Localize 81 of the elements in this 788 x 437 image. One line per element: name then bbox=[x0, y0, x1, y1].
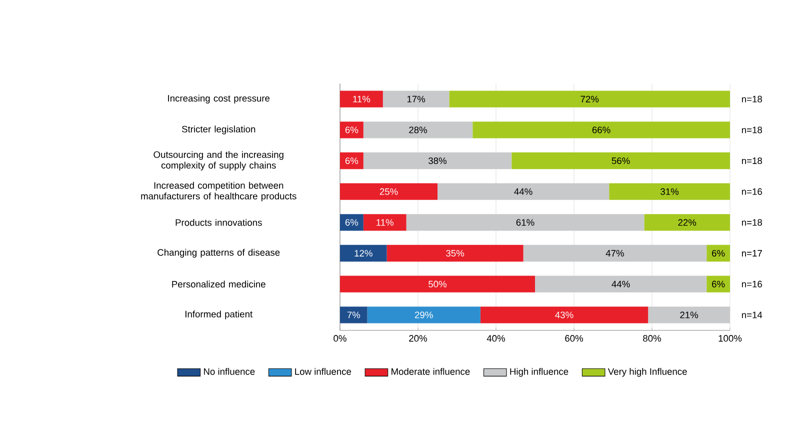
bar bbox=[480, 306, 648, 324]
legend-label: Very high Influence bbox=[608, 368, 687, 377]
bar bbox=[340, 214, 364, 231]
bar bbox=[367, 306, 480, 324]
bar bbox=[363, 214, 406, 231]
data-label: 38% bbox=[428, 157, 447, 164]
data-label: 6% bbox=[345, 219, 358, 226]
data-label: 7% bbox=[347, 312, 360, 318]
text: n=18 bbox=[742, 96, 762, 102]
bar bbox=[472, 122, 730, 138]
y-tick-label: Personalized medicine bbox=[172, 280, 266, 288]
y-tick-label: Increased competition between manufacturers of healthcare products bbox=[141, 182, 296, 202]
bar bbox=[340, 90, 383, 108]
text: n=16 bbox=[742, 280, 762, 288]
data-label: 44% bbox=[514, 188, 532, 195]
data-label: 31% bbox=[660, 188, 679, 195]
bar bbox=[340, 306, 368, 324]
data-label: 11% bbox=[376, 219, 394, 226]
y-tick-label: Informed patient bbox=[186, 310, 253, 320]
x-tick-label: 40% bbox=[486, 335, 506, 342]
bar bbox=[706, 276, 730, 292]
text: n=18 bbox=[742, 157, 762, 164]
bar bbox=[382, 90, 450, 108]
bar bbox=[706, 244, 730, 262]
bar bbox=[340, 276, 536, 292]
bar bbox=[340, 183, 438, 200]
legend-label: High influence bbox=[510, 368, 568, 377]
y-tick-label: Increasing cost pressure bbox=[168, 94, 270, 104]
bar bbox=[449, 90, 730, 108]
data-label: 12% bbox=[354, 250, 372, 257]
data-label: 21% bbox=[680, 312, 698, 318]
legend-label: No influence bbox=[204, 368, 255, 375]
x-tick-label: 0% bbox=[334, 335, 346, 342]
data-label: 61% bbox=[516, 219, 534, 226]
bar bbox=[609, 183, 730, 200]
y-tick-label: Changing patterns of disease bbox=[158, 248, 280, 258]
bar bbox=[363, 122, 473, 138]
data-label: 66% bbox=[592, 126, 610, 134]
bar bbox=[386, 244, 524, 262]
data-label: 35% bbox=[446, 250, 464, 257]
data-label: 50% bbox=[428, 280, 447, 288]
bar bbox=[438, 183, 610, 200]
text: n=14 bbox=[742, 312, 762, 318]
data-label: 6% bbox=[712, 280, 725, 288]
data-label: 11% bbox=[353, 96, 370, 102]
bar bbox=[512, 152, 730, 170]
bar bbox=[406, 214, 644, 231]
data-label: 56% bbox=[612, 157, 630, 164]
bar bbox=[648, 306, 730, 324]
data-label: 25% bbox=[380, 188, 398, 195]
data-label: 43% bbox=[555, 312, 574, 318]
data-label: 22% bbox=[678, 219, 696, 226]
bar bbox=[523, 244, 707, 262]
bar bbox=[340, 152, 364, 170]
data-label: 72% bbox=[580, 96, 599, 102]
data-label: 28% bbox=[409, 126, 428, 134]
bar bbox=[340, 244, 387, 262]
x-tick-label: 80% bbox=[643, 335, 662, 342]
bar bbox=[644, 214, 730, 231]
data-label: 29% bbox=[414, 312, 433, 318]
data-label: 6% bbox=[345, 126, 358, 134]
data-label: 17% bbox=[407, 96, 426, 102]
data-label: 47% bbox=[606, 250, 624, 257]
data-label: 44% bbox=[612, 280, 630, 288]
bar bbox=[535, 276, 707, 292]
text: n=16 bbox=[742, 188, 762, 195]
text: n=17 bbox=[742, 250, 762, 256]
x-tick-label: 100% bbox=[718, 335, 742, 342]
y-tick-label: Products innovations bbox=[176, 219, 262, 226]
bar bbox=[340, 122, 364, 138]
y-tick-label: Outsourcing and the increasing complexity of supply chains bbox=[154, 151, 284, 170]
text: n=18 bbox=[742, 219, 762, 226]
data-label: 6% bbox=[712, 250, 725, 257]
bar bbox=[363, 152, 512, 170]
legend-label: Moderate influence bbox=[392, 368, 470, 375]
legend-label: Low influence bbox=[295, 368, 352, 375]
text: n=18 bbox=[742, 126, 762, 134]
y-tick-label: Stricter legislation bbox=[182, 126, 256, 134]
x-tick-label: 20% bbox=[409, 335, 428, 342]
x-tick-label: 60% bbox=[565, 335, 584, 342]
data-label: 6% bbox=[345, 157, 358, 164]
